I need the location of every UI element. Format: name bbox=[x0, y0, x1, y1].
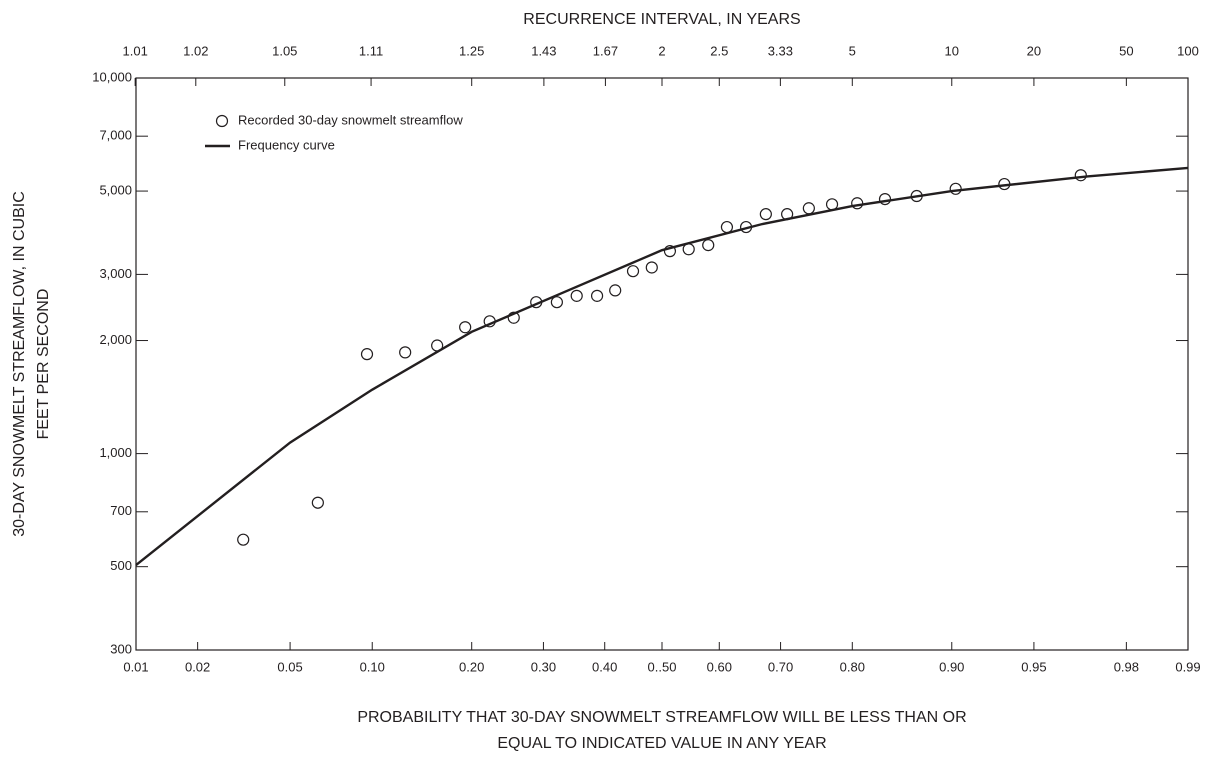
data-point bbox=[609, 284, 622, 297]
x-tick-label: 0.90 bbox=[939, 659, 964, 674]
x-tick-label: 0.02 bbox=[185, 659, 210, 674]
x-tick-label: 0.95 bbox=[1021, 659, 1046, 674]
data-point bbox=[645, 261, 658, 274]
x2-tick-label: 2 bbox=[658, 43, 665, 58]
x-tick-label: 0.01 bbox=[123, 659, 148, 674]
plot-frame bbox=[135, 77, 1189, 651]
y-tick-label: 500 bbox=[110, 558, 132, 573]
y-tick-label: 300 bbox=[110, 641, 132, 656]
data-point bbox=[399, 346, 412, 359]
x-tick-label: 0.80 bbox=[840, 659, 865, 674]
y-tick-label: 10,000 bbox=[92, 69, 132, 84]
x-tick-label: 0.99 bbox=[1175, 659, 1200, 674]
x2-tick-label: 1.67 bbox=[593, 43, 618, 58]
data-point bbox=[570, 289, 583, 302]
data-point bbox=[663, 245, 677, 258]
x2-tick-label: 1.11 bbox=[359, 43, 383, 58]
x-tick-label: 0.30 bbox=[531, 659, 556, 674]
x-tick-label: 0.05 bbox=[277, 659, 302, 674]
data-point bbox=[360, 348, 374, 361]
data-point bbox=[507, 311, 520, 324]
y-axis-label: 30-DAY SNOWMELT STREAMFLOW, IN CUBIC bbox=[11, 191, 28, 537]
data-point bbox=[237, 533, 250, 546]
data-point bbox=[311, 496, 324, 509]
y-tick-label: 5,000 bbox=[99, 183, 132, 198]
data-point bbox=[1074, 169, 1087, 182]
y-tick-label: 3,000 bbox=[99, 266, 132, 281]
x2-tick-label: 1.43 bbox=[531, 43, 556, 58]
x-tick-label: 0.10 bbox=[360, 659, 385, 674]
data-point bbox=[626, 265, 640, 278]
y-tick-label: 7,000 bbox=[99, 128, 132, 143]
x-tick-label: 0..50 bbox=[648, 659, 677, 674]
x2-tick-label: 50 bbox=[1119, 43, 1133, 58]
x2-tick-label: 1.05 bbox=[272, 43, 297, 58]
data-point bbox=[720, 220, 734, 234]
x-tick-label: 0.60 bbox=[707, 659, 732, 674]
data-point bbox=[550, 296, 563, 309]
data-point bbox=[802, 202, 815, 215]
legend-label: Recorded 30-day snowmelt streamflow bbox=[238, 112, 463, 127]
data-point bbox=[759, 208, 772, 221]
legend-swatch bbox=[215, 114, 229, 128]
data-point bbox=[878, 192, 892, 206]
x-tick-label: 0.40 bbox=[592, 659, 617, 674]
x2-tick-label: 5 bbox=[849, 43, 856, 58]
x2-tick-label: 1.02 bbox=[183, 43, 208, 58]
x2-tick-label: 20 bbox=[1027, 43, 1041, 58]
y-tick-label: 2,000 bbox=[99, 332, 132, 347]
data-point bbox=[702, 239, 715, 252]
top-axis-title: RECURRENCE INTERVAL, IN YEARS bbox=[523, 11, 800, 28]
x2-tick-label: 2.5 bbox=[710, 43, 728, 58]
y-tick-label: 700 bbox=[110, 503, 132, 518]
x-tick-label: 0.98 bbox=[1114, 659, 1139, 674]
x2-tick-label: 10 bbox=[945, 43, 959, 58]
legend-label: Frequency curve bbox=[238, 137, 335, 152]
data-point bbox=[851, 197, 864, 210]
data-point bbox=[459, 321, 472, 334]
x-tick-label: 0.20 bbox=[459, 659, 484, 674]
data-point bbox=[949, 182, 962, 195]
x-axis-label: EQUAL TO INDICATED VALUE IN ANY YEAR bbox=[497, 735, 826, 752]
y-tick-label: 1,000 bbox=[99, 445, 132, 460]
x2-tick-label: 1.01 bbox=[123, 43, 148, 58]
x-axis-label: PROBABILITY THAT 30-DAY SNOWMELT STREAMF… bbox=[357, 709, 966, 726]
x2-tick-label: 100 bbox=[1177, 43, 1199, 58]
data-point bbox=[590, 289, 604, 302]
x2-tick-label: 3.33 bbox=[768, 43, 793, 58]
frequency-curve bbox=[135, 166, 1189, 566]
y-axis-label: FEET PER SECOND bbox=[35, 289, 52, 440]
x2-tick-label: 1.25 bbox=[459, 43, 484, 58]
x-tick-label: 0.70 bbox=[768, 659, 793, 674]
